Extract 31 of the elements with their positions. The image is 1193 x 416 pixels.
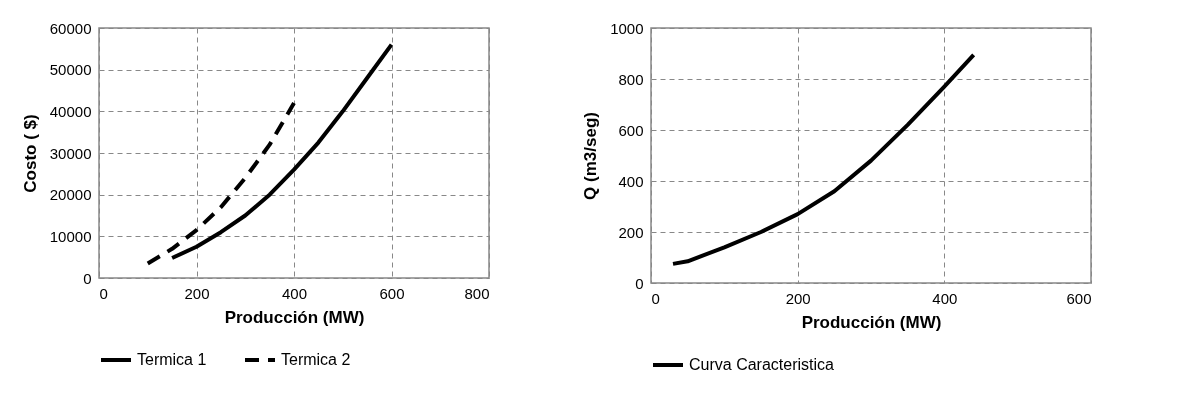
y-tick-label: 1000 <box>610 19 644 37</box>
x-tick-label: 0 <box>651 289 660 307</box>
x-tick-label: 600 <box>379 284 405 302</box>
y-tick-label: 0 <box>83 269 92 287</box>
y-tick-label: 800 <box>618 70 644 88</box>
x-tick-label: 200 <box>184 284 210 302</box>
x-tick-label: 600 <box>1066 289 1092 307</box>
legend-label: Termica 2 <box>281 351 351 368</box>
line-series <box>170 42 394 260</box>
x-axis-title: Producción (MW) <box>224 307 365 327</box>
y-tick-label: 200 <box>618 223 644 241</box>
y-tick-label: 600 <box>618 121 644 139</box>
y-tick-label: 60000 <box>49 19 92 37</box>
legend-label: Curva Caracteristica <box>689 356 835 373</box>
y-tick-label: 400 <box>618 172 644 190</box>
x-tick-label: 400 <box>932 289 958 307</box>
line-series <box>671 52 976 266</box>
y-tick-label: 10000 <box>49 227 92 245</box>
x-tick-label: 0 <box>99 284 108 302</box>
x-tick-label: 800 <box>464 284 490 302</box>
x-axis-title: Producción (MW) <box>801 312 942 332</box>
y-axis-title: Costo ( $) <box>20 114 40 193</box>
y-tick-label: 50000 <box>49 61 92 79</box>
x-tick-label: 200 <box>785 289 811 307</box>
y-tick-label: 40000 <box>49 102 92 120</box>
line-series <box>145 101 296 266</box>
x-tick-label: 400 <box>281 284 308 302</box>
y-tick-label: 20000 <box>49 186 92 204</box>
y-tick-label: 30000 <box>49 144 92 162</box>
legend-label: Termica 1 <box>137 351 207 368</box>
y-axis-title: Q (m3/seg) <box>581 112 601 200</box>
